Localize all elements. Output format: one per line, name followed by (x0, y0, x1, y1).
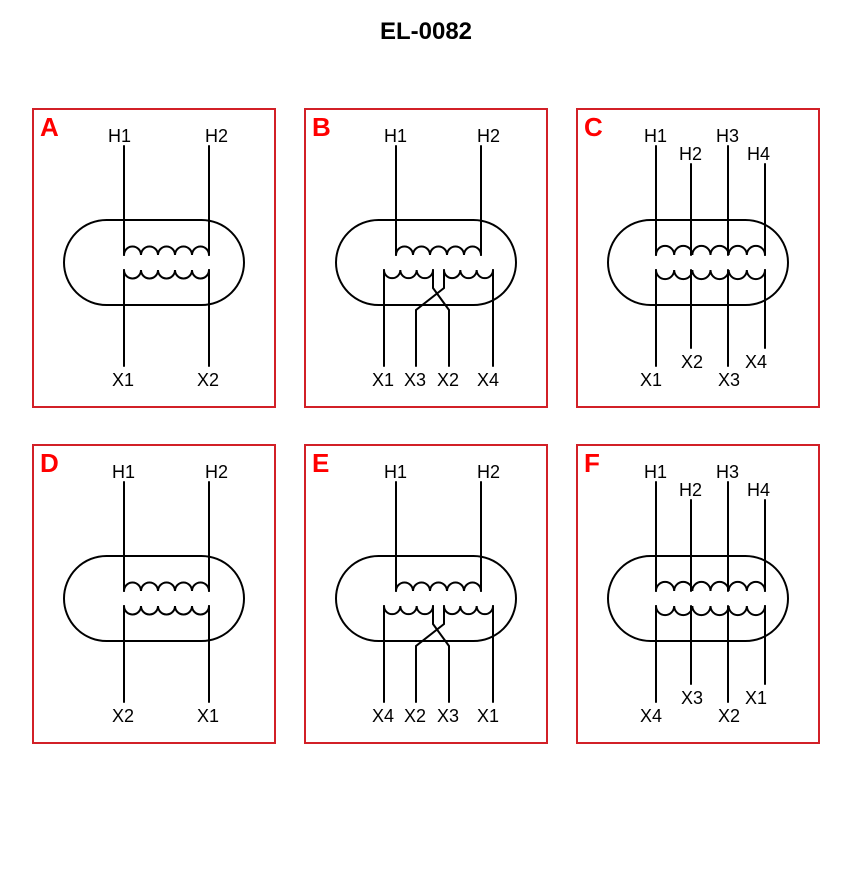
secondary-winding (124, 270, 209, 279)
secondary-winding (444, 270, 493, 278)
primary-winding (124, 247, 209, 255)
diagram-grid: AH1H2X1X2BH1H2X1X2X3X4CH1H2H3H4X1X2X3X4D… (0, 108, 852, 744)
secondary-terminal-label: X4 (640, 706, 662, 726)
secondary-terminal-label: X1 (372, 370, 394, 390)
cell-letter: E (312, 448, 329, 479)
transformer-body (64, 220, 244, 305)
secondary-terminal-label: X1 (197, 706, 219, 726)
diagram-cell-A: A H1 H2 X1 X2 (32, 108, 276, 408)
secondary-terminal-label: X3 (718, 370, 740, 390)
primary-terminal-label: H3 (716, 462, 739, 482)
primary-terminal-label: H3 (716, 126, 739, 146)
secondary-terminal-label: X3 (681, 688, 703, 708)
secondary-terminal-label: X2 (437, 370, 459, 390)
secondary-winding (656, 606, 765, 615)
primary-terminal-label: H1 (384, 126, 407, 146)
primary-terminal-label: H1 (384, 462, 407, 482)
primary-terminal-label: H2 (679, 480, 702, 500)
primary-terminal-label: H1 (112, 462, 135, 482)
primary-winding (656, 246, 765, 255)
secondary-terminal-label: X2 (197, 370, 219, 390)
secondary-terminal-label: X2 (112, 706, 134, 726)
primary-winding (656, 582, 765, 591)
secondary-terminal-label: X4 (745, 352, 767, 372)
secondary-terminal-label: X1 (745, 688, 767, 708)
primary-terminal-label: H4 (747, 480, 770, 500)
secondary-winding (656, 270, 765, 279)
primary-terminal-label: H1 (644, 126, 667, 146)
secondary-lead (433, 270, 449, 366)
secondary-terminal-label: X1 (112, 370, 134, 390)
diagram-cell-B: B H1 H2 X1 X2 X3 X4 (304, 108, 548, 408)
transformer-body (336, 220, 516, 305)
transformer-body (64, 556, 244, 641)
secondary-terminal-label: X4 (477, 370, 499, 390)
primary-winding (396, 247, 481, 255)
primary-terminal-label: H2 (205, 126, 228, 146)
diagram-cell-C: C H1 H2 H3 H4 X1 X2 X3X4 (576, 108, 820, 408)
secondary-terminal-label: X4 (372, 706, 394, 726)
primary-terminal-label: H2 (679, 144, 702, 164)
secondary-lead (416, 270, 444, 366)
diagram-cell-E: E H1 H2 X4 X3 X2 X1 (304, 444, 548, 744)
secondary-winding (384, 606, 433, 614)
transformer-body (608, 220, 788, 305)
transformer-body (608, 556, 788, 641)
cell-letter: D (40, 448, 59, 479)
primary-terminal-label: H2 (205, 462, 228, 482)
secondary-terminal-label: X2 (404, 706, 426, 726)
primary-winding (124, 583, 209, 592)
cell-letter: B (312, 112, 331, 143)
secondary-winding (444, 606, 493, 614)
secondary-terminal-label: X1 (477, 706, 499, 726)
primary-winding (396, 583, 481, 592)
primary-terminal-label: H2 (477, 126, 500, 146)
cell-letter: C (584, 112, 603, 143)
secondary-terminal-label: X3 (437, 706, 459, 726)
primary-terminal-label: H1 (644, 462, 667, 482)
secondary-lead (433, 606, 449, 702)
secondary-terminal-label: X1 (640, 370, 662, 390)
primary-terminal-label: H4 (747, 144, 770, 164)
page-title: EL-0082 (0, 18, 852, 46)
secondary-terminal-label: X2 (718, 706, 740, 726)
cell-letter: F (584, 448, 600, 479)
transformer-body (336, 556, 516, 641)
cell-letter: A (40, 112, 59, 143)
primary-terminal-label: H1 (108, 126, 131, 146)
secondary-winding (384, 270, 433, 278)
primary-terminal-label: H2 (477, 462, 500, 482)
secondary-winding (124, 606, 209, 615)
secondary-terminal-label: X2 (681, 352, 703, 372)
diagram-cell-F: F H1 H2 H3 H4 X4 X3 X2X1 (576, 444, 820, 744)
diagram-cell-D: D H1 H2 X2 X1 (32, 444, 276, 744)
secondary-terminal-label: X3 (404, 370, 426, 390)
secondary-lead (416, 606, 444, 702)
